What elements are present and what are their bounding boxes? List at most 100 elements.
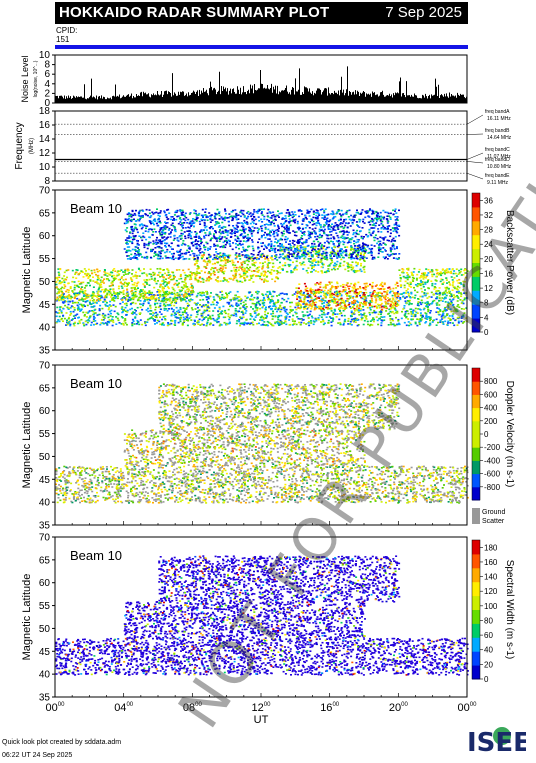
heatmap-cell: [84, 298, 86, 300]
heatmap-cell: [362, 309, 364, 311]
heatmap-cell: [219, 231, 221, 233]
heatmap-cell: [257, 271, 259, 273]
heatmap-cell: [252, 324, 254, 326]
heatmap-cell: [65, 279, 67, 281]
heatmap-cell: [96, 323, 98, 325]
heatmap-cell: [196, 271, 198, 273]
heatmap-cell: [303, 322, 305, 324]
heatmap-cell: [296, 316, 298, 318]
heatmap-cell: [129, 258, 131, 260]
heatmap-cell: [147, 308, 149, 310]
heatmap-cell: [178, 269, 180, 271]
heatmap-cell: [267, 325, 269, 327]
heatmap-cell: [74, 317, 76, 319]
heatmap-cell: [311, 262, 313, 264]
heatmap-cell: [246, 257, 248, 259]
heatmap-cell: [223, 260, 225, 262]
heatmap-cell: [331, 285, 333, 287]
heatmap-cell: [384, 284, 386, 286]
heatmap-cell: [149, 284, 151, 286]
heatmap-cell: [93, 286, 95, 288]
heatmap-cell: [337, 322, 339, 324]
heatmap-cell: [396, 305, 398, 307]
heatmap-cell: [196, 268, 198, 270]
heatmap-cell: [370, 324, 372, 326]
heatmap-cell: [303, 314, 305, 316]
heatmap-cell: [272, 316, 274, 318]
heatmap-cell: [247, 297, 249, 299]
heatmap-cell: [359, 288, 361, 290]
heatmap-cell: [347, 234, 349, 236]
heatmap-cell: [424, 274, 426, 276]
heatmap-cell: [303, 261, 305, 263]
heatmap-cell: [172, 287, 174, 289]
heatmap-cell: [84, 268, 86, 270]
heatmap-cell: [109, 319, 111, 321]
heatmap-cell: [378, 253, 380, 255]
heatmap-cell: [250, 313, 252, 315]
heatmap-cell: [173, 293, 175, 295]
heatmap-cell: [412, 280, 414, 282]
heatmap-cell: [135, 272, 137, 274]
heatmap-cell: [104, 290, 106, 292]
heatmap-cell: [252, 303, 254, 305]
heatmap-cell: [145, 252, 147, 254]
heatmap-cell: [73, 325, 75, 327]
heatmap-cell: [290, 247, 292, 249]
heatmap-cell: [263, 234, 265, 236]
heatmap-cell: [206, 264, 208, 266]
heatmap-cell: [299, 291, 301, 293]
heatmap-cell: [279, 306, 281, 308]
heatmap-cell: [149, 292, 151, 294]
heatmap-cell: [129, 299, 131, 301]
heatmap-cell: [91, 322, 93, 324]
heatmap-cell: [365, 304, 367, 306]
heatmap-cell: [344, 315, 346, 317]
heatmap-cell: [203, 237, 205, 239]
heatmap-cell: [284, 228, 286, 230]
heatmap-cell: [416, 274, 418, 276]
heatmap-cell: [354, 308, 356, 310]
heatmap-cell: [431, 285, 433, 287]
heatmap-cell: [255, 223, 257, 225]
heatmap-cell: [193, 325, 195, 327]
heatmap-cell: [162, 274, 164, 276]
heatmap-cell: [405, 311, 407, 313]
heatmap-cell: [360, 263, 362, 265]
heatmap-cell: [327, 313, 329, 315]
heatmap-cell: [322, 321, 324, 323]
heatmap-cell: [326, 302, 328, 304]
heatmap-cell: [108, 274, 110, 276]
heatmap-cell: [100, 279, 102, 281]
heatmap-cell: [382, 210, 384, 212]
heatmap-cell: [257, 293, 259, 295]
heatmap-cell: [194, 278, 196, 280]
heatmap-cell: [235, 313, 237, 315]
heatmap-cell: [292, 315, 294, 317]
heatmap-cell: [290, 270, 292, 272]
heatmap-cell: [212, 324, 214, 326]
heatmap-cell: [270, 257, 272, 259]
heatmap-cell: [358, 312, 360, 314]
heatmap-cell: [111, 319, 113, 321]
heatmap-cell: [133, 219, 135, 221]
heatmap-cell: [285, 318, 287, 320]
heatmap-cell: [183, 319, 185, 321]
heatmap-cell: [208, 310, 210, 312]
heatmap-cell: [400, 285, 402, 287]
heatmap-cell: [264, 261, 266, 263]
heatmap-cell: [266, 295, 268, 297]
heatmap-cell: [270, 313, 272, 315]
heatmap-cell: [155, 231, 157, 233]
heatmap-cell: [339, 265, 341, 267]
heatmap-cell: [344, 287, 346, 289]
heatmap-cell: [201, 278, 203, 280]
heatmap-cell: [106, 302, 108, 304]
heatmap-cell: [363, 292, 365, 294]
heatmap-cell: [165, 225, 167, 227]
heatmap-cell: [191, 272, 193, 274]
heatmap-cell: [132, 276, 134, 278]
heatmap-cell: [141, 290, 143, 292]
heatmap-cell: [315, 246, 317, 248]
heatmap-cell: [216, 240, 218, 242]
